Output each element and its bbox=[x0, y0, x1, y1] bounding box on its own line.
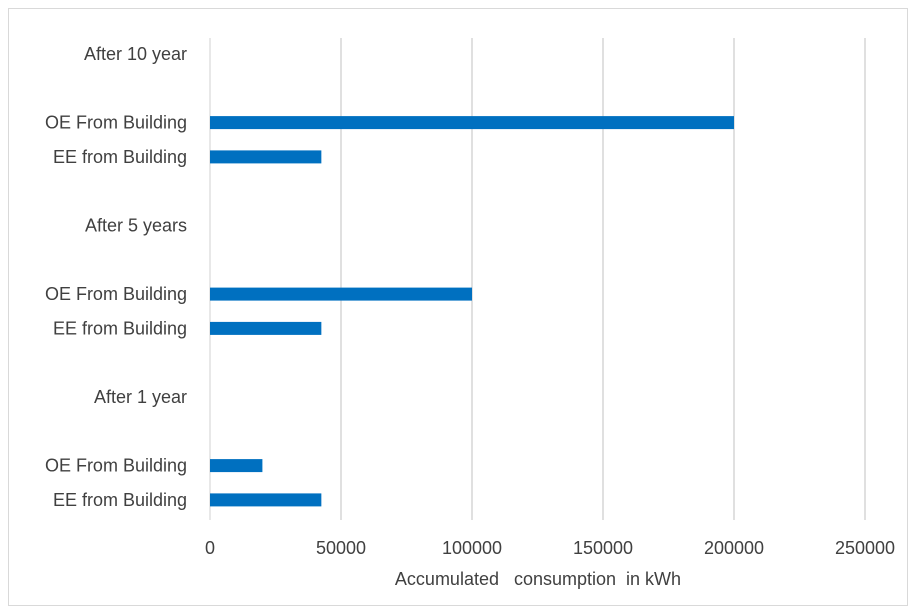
category-label: OE From Building bbox=[45, 113, 187, 133]
bars bbox=[210, 116, 734, 507]
bar bbox=[210, 116, 734, 130]
category-label: After 10 year bbox=[84, 44, 187, 64]
bar bbox=[210, 321, 322, 335]
x-tick-label: 150000 bbox=[573, 538, 633, 558]
category-label: EE from Building bbox=[53, 318, 187, 338]
bar bbox=[210, 493, 322, 507]
category-label: EE from Building bbox=[53, 147, 187, 167]
gridlines bbox=[209, 38, 866, 520]
category-label: OE From Building bbox=[45, 284, 187, 304]
category-labels: After 10 year OE From Building EE from Bui… bbox=[45, 44, 187, 510]
x-tick-labels: 0 50000 100000 150000 200000 250000 bbox=[205, 538, 895, 558]
x-tick-label: 250000 bbox=[835, 538, 895, 558]
category-label: OE From Building bbox=[45, 456, 187, 476]
x-axis-title: Accumulated consumption in kWh bbox=[395, 569, 681, 589]
x-tick-label: 0 bbox=[205, 538, 215, 558]
bar bbox=[210, 459, 263, 473]
x-tick-label: 50000 bbox=[316, 538, 366, 558]
chart-frame bbox=[8, 8, 908, 606]
category-label: After 1 year bbox=[94, 387, 187, 407]
x-tick-label: 200000 bbox=[704, 538, 764, 558]
category-label: EE from Building bbox=[53, 490, 187, 510]
category-label: After 5 years bbox=[85, 216, 187, 236]
bar bbox=[210, 287, 472, 301]
bar bbox=[210, 150, 322, 164]
x-tick-label: 100000 bbox=[442, 538, 502, 558]
